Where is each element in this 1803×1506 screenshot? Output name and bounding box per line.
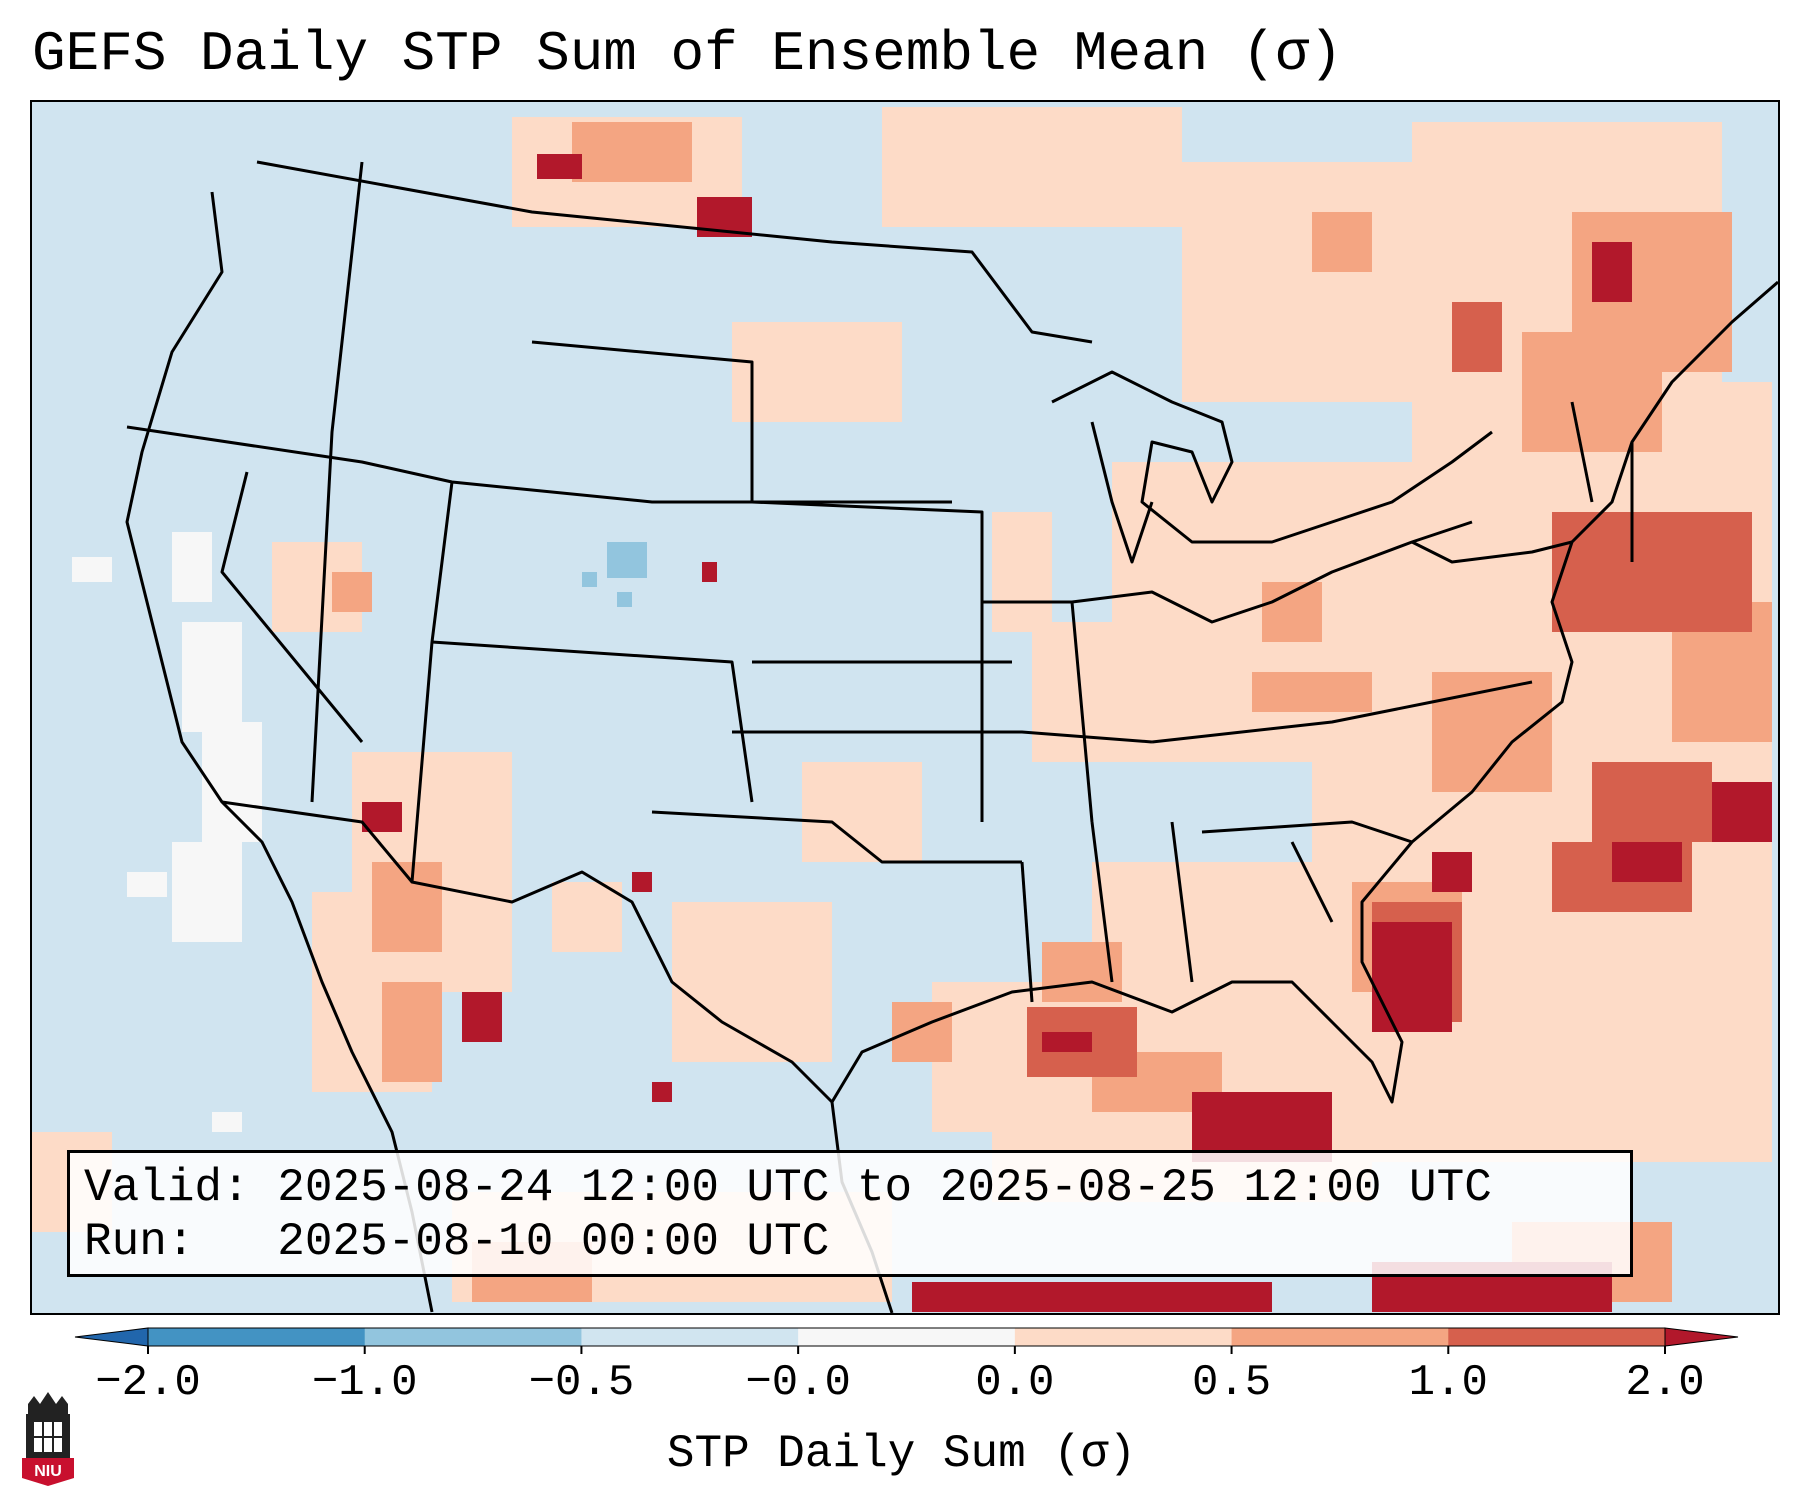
map-title: GEFS Daily STP Sum of Ensemble Mean (σ) [32, 22, 1343, 86]
colorbar-bin [798, 1328, 1016, 1346]
logo-text: NIU [34, 1463, 62, 1480]
colorbar-outline [147, 1327, 1666, 1347]
colorbar-label: STP Daily Sum (σ) [666, 1428, 1137, 1480]
valid-value: 2025-08-24 12:00 UTC to 2025-08-25 12:00… [277, 1162, 1492, 1214]
stp-anomaly-field [32, 107, 1772, 1312]
valid-label: Valid: [84, 1162, 250, 1214]
colorbar-over-extension [1664, 1327, 1739, 1347]
colorbar-ticks [147, 1346, 1666, 1354]
colorbar-tick-label: 2.0 [1625, 1358, 1705, 1408]
colorbar-tick-label: −0.5 [528, 1358, 635, 1408]
colorbar-bin [581, 1328, 799, 1346]
colorbar-tick-label: 0.0 [975, 1358, 1055, 1408]
colorbar-under-extension [74, 1327, 149, 1347]
valid-run-info-box: Valid: 2025-08-24 12:00 UTC to 2025-08-2… [67, 1150, 1633, 1277]
run-label: Run: [84, 1216, 195, 1268]
coastlines-and-borders [125, 160, 1778, 1313]
colorbar-bin [148, 1328, 366, 1346]
colorbar-tick-label: −2.0 [95, 1358, 201, 1408]
colorbar-bin [1231, 1328, 1449, 1346]
colorbar-bins [147, 1327, 1666, 1347]
colorbar-tick-label: −0.0 [745, 1358, 851, 1408]
colorbar-tick-label: −1.0 [311, 1358, 418, 1408]
colorbar-bin [1014, 1328, 1233, 1346]
run-value: 2025-08-10 00:00 UTC [277, 1216, 830, 1268]
colorbar-bin [1448, 1328, 1666, 1346]
niu-logo: NIU [22, 1392, 74, 1486]
map-panel [30, 100, 1780, 1315]
colorbar-tick-label: 0.5 [1191, 1358, 1272, 1408]
stp-map [32, 107, 1778, 1313]
colorbar-bin [364, 1328, 582, 1346]
colorbar-tick-label: 1.0 [1408, 1358, 1488, 1408]
